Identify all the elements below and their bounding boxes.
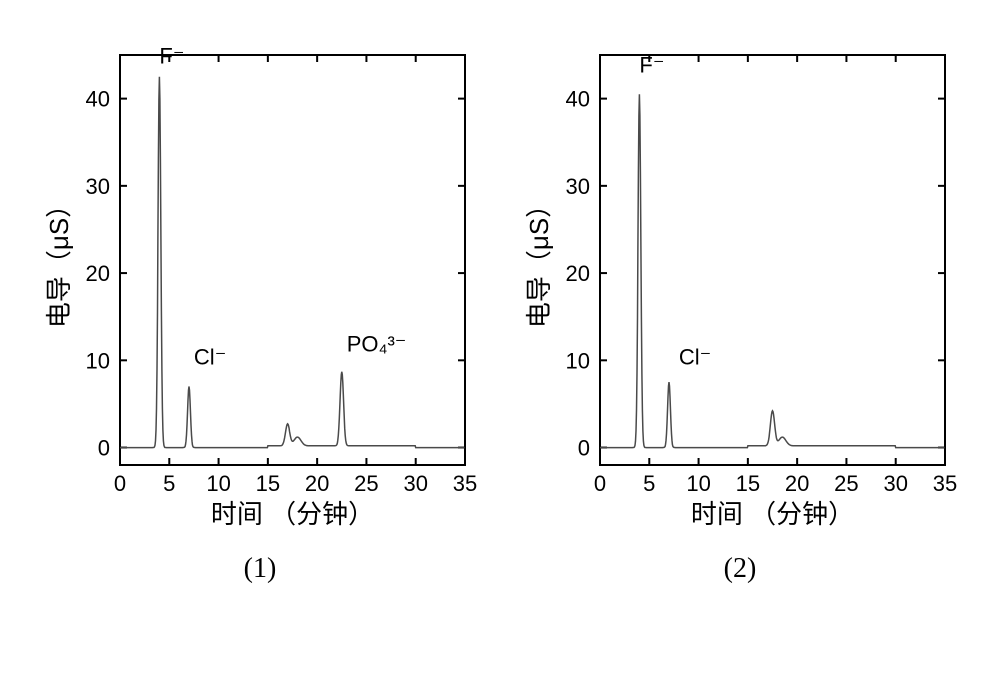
svg-text:电导（μS）: 电导（μS） xyxy=(524,192,554,328)
svg-text:10: 10 xyxy=(566,348,590,373)
svg-text:F⁻: F⁻ xyxy=(639,52,664,77)
svg-text:5: 5 xyxy=(643,471,655,496)
svg-text:35: 35 xyxy=(453,471,477,496)
svg-text:40: 40 xyxy=(86,87,110,112)
svg-text:20: 20 xyxy=(785,471,809,496)
svg-text:25: 25 xyxy=(354,471,378,496)
chart-2-sublabel: (2) xyxy=(724,553,757,585)
svg-text:30: 30 xyxy=(883,471,907,496)
svg-text:20: 20 xyxy=(86,261,110,286)
svg-text:Cl⁻: Cl⁻ xyxy=(679,345,711,370)
chart-1-svg: 0 5 10 15 20 25 30 35 0 10 20 30 40 时间 （分钟） 电导（μS） F⁻ Cl… xyxy=(40,35,480,535)
chart-container: 0 5 10 15 20 25 30 35 0 10 20 30 40 时间 （分钟） 电导（μS） F⁻ Cl… xyxy=(20,20,1000,675)
svg-text:0: 0 xyxy=(98,436,110,461)
svg-text:5: 5 xyxy=(163,471,175,496)
svg-text:Cl⁻: Cl⁻ xyxy=(194,345,226,370)
svg-text:10: 10 xyxy=(86,348,110,373)
chart-wrapper-1: 0 5 10 15 20 25 30 35 0 10 20 30 40 时间 （分钟） 电导（μS） F⁻ Cl… xyxy=(40,35,480,585)
svg-text:15: 15 xyxy=(736,471,760,496)
chart-pair: 0 5 10 15 20 25 30 35 0 10 20 30 40 时间 （分钟） 电导（μS） F⁻ Cl… xyxy=(20,20,1000,585)
svg-text:30: 30 xyxy=(403,471,427,496)
chart-1-sublabel: (1) xyxy=(244,553,277,585)
svg-text:15: 15 xyxy=(256,471,280,496)
svg-text:20: 20 xyxy=(305,471,329,496)
svg-text:30: 30 xyxy=(86,174,110,199)
svg-text:时间 （分钟）: 时间 （分钟） xyxy=(211,499,374,529)
svg-text:10: 10 xyxy=(686,471,710,496)
svg-text:10: 10 xyxy=(206,471,230,496)
chart-2: 0 5 10 15 20 25 30 35 0 10 20 30 40 时间 （分钟） 电导（μS） F⁻ Cl… xyxy=(520,35,960,535)
svg-text:20: 20 xyxy=(566,261,590,286)
chart-wrapper-2: 0 5 10 15 20 25 30 35 0 10 20 30 40 时间 （分钟） 电导（μS） F⁻ Cl… xyxy=(520,35,960,585)
svg-text:时间 （分钟）: 时间 （分钟） xyxy=(691,499,854,529)
svg-text:PO₄³⁻: PO₄³⁻ xyxy=(347,332,407,357)
svg-text:40: 40 xyxy=(566,87,590,112)
chart-1: 0 5 10 15 20 25 30 35 0 10 20 30 40 时间 （分钟） 电导（μS） F⁻ Cl… xyxy=(40,35,480,535)
svg-text:30: 30 xyxy=(566,174,590,199)
svg-text:25: 25 xyxy=(834,471,858,496)
svg-text:0: 0 xyxy=(594,471,606,496)
svg-text:电导（μS）: 电导（μS） xyxy=(44,192,74,328)
svg-text:0: 0 xyxy=(114,471,126,496)
svg-text:F⁻: F⁻ xyxy=(159,44,184,69)
svg-text:35: 35 xyxy=(933,471,957,496)
chart-2-svg: 0 5 10 15 20 25 30 35 0 10 20 30 40 时间 （分钟） 电导（μS） F⁻ Cl… xyxy=(520,35,960,535)
svg-text:0: 0 xyxy=(578,436,590,461)
